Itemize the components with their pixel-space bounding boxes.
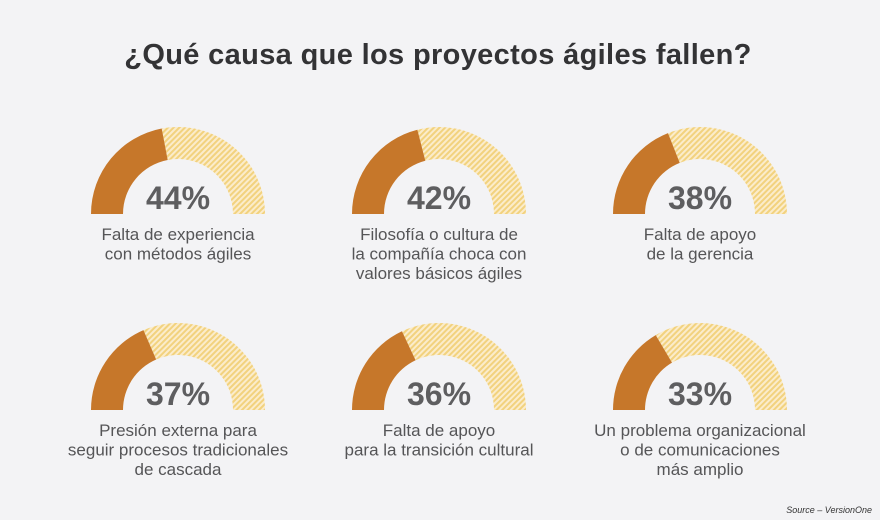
gauge-label-line: seguir procesos tradicionales xyxy=(68,441,288,460)
gauge-value-arc xyxy=(613,335,673,410)
gauge-remainder-arc xyxy=(417,126,526,214)
gauge-label-line: Falta de apoyo xyxy=(383,421,495,440)
gauge-percent: 42% xyxy=(407,180,471,216)
gauge-label-line: Falta de apoyo xyxy=(644,225,756,244)
gauge-value-arc xyxy=(91,128,168,214)
gauge-label-line: Falta de experiencia xyxy=(101,225,255,244)
gauge-label-line: valores básicos ágiles xyxy=(356,264,522,283)
gauge-label-line: la compañía choca con xyxy=(352,245,527,264)
gauge-remainder-arc xyxy=(667,127,787,214)
gauge-remainder-arc xyxy=(161,127,265,214)
gauge-label-line: para la transición cultural xyxy=(345,441,534,460)
gauge-percent: 44% xyxy=(146,180,210,216)
gauge-label-line: más amplio xyxy=(657,460,744,479)
gauge-label-line: Filosofía o cultura de xyxy=(360,225,518,244)
gauge-percent: 36% xyxy=(407,376,471,412)
gauge-remainder-arc xyxy=(143,322,265,410)
gauge-label-line: o de comunicaciones xyxy=(620,441,780,460)
chart-title: ¿Qué causa que los proyectos ágiles fall… xyxy=(124,39,751,71)
gauge-percent: 38% xyxy=(668,180,732,216)
gauge-label-line: con métodos ágiles xyxy=(105,245,251,264)
source-note: Source – VersionOne xyxy=(786,505,872,515)
gauge-label-line: Un problema organizacional xyxy=(594,421,806,440)
gauge-value-arc xyxy=(613,133,680,214)
gauge-remainder-arc xyxy=(655,323,787,410)
gauge-value-arc xyxy=(91,330,157,410)
gauge-value-arc xyxy=(351,129,426,214)
gauge-label-line: de la gerencia xyxy=(647,245,754,264)
gauge-percent: 33% xyxy=(668,376,732,412)
gauge-label-line: de cascada xyxy=(135,460,222,479)
gauge-value-arc xyxy=(352,331,416,410)
gauge-remainder-arc xyxy=(401,323,526,410)
gauge-label-line: Presión externa para xyxy=(99,421,257,440)
gauge-percent: 37% xyxy=(146,376,210,412)
